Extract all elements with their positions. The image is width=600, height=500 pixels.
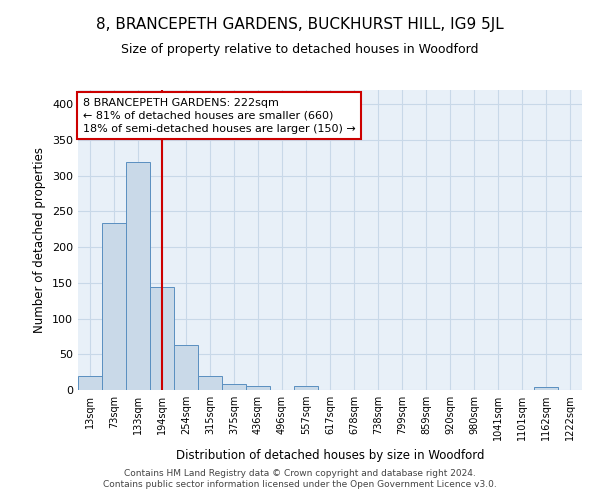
Bar [78,376,102,390]
Text: 8 BRANCEPETH GARDENS: 222sqm
← 81% of detached houses are smaller (660)
18% of s: 8 BRANCEPETH GARDENS: 222sqm ← 81% of de… [83,98,356,134]
Bar [126,162,150,390]
Bar [534,387,558,390]
Bar [198,376,222,390]
Text: Contains HM Land Registry data © Crown copyright and database right 2024.: Contains HM Land Registry data © Crown c… [124,468,476,477]
Bar [246,386,270,390]
Bar [102,223,126,390]
Text: Size of property relative to detached houses in Woodford: Size of property relative to detached ho… [121,42,479,56]
Y-axis label: Number of detached properties: Number of detached properties [34,147,46,333]
Text: 8, BRANCEPETH GARDENS, BUCKHURST HILL, IG9 5JL: 8, BRANCEPETH GARDENS, BUCKHURST HILL, I… [96,18,504,32]
Bar [222,384,246,390]
X-axis label: Distribution of detached houses by size in Woodford: Distribution of detached houses by size … [176,449,484,462]
Bar [150,287,174,390]
Bar [294,386,318,390]
Bar [174,345,198,390]
Text: Contains public sector information licensed under the Open Government Licence v3: Contains public sector information licen… [103,480,497,489]
